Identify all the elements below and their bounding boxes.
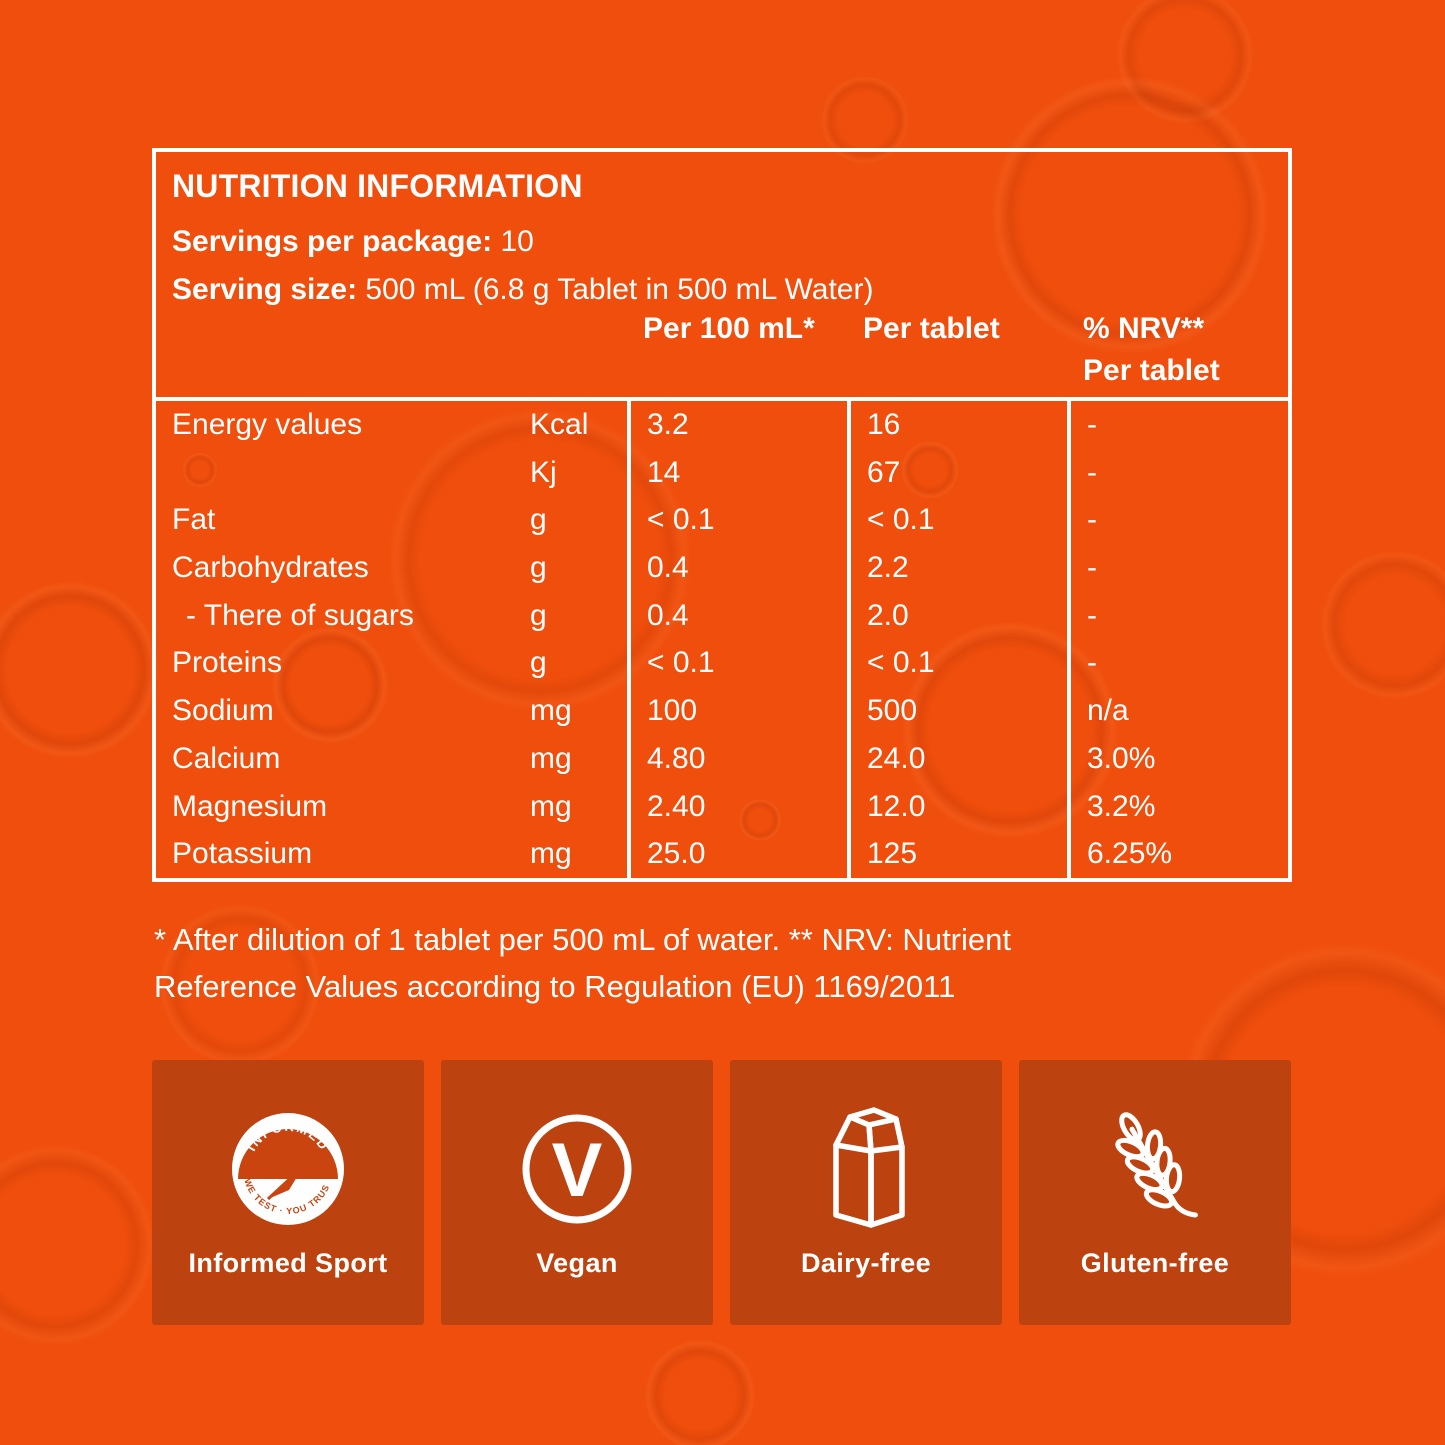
badge-gluten-free: Gluten-free [1019,1060,1291,1325]
vegan-letter: V [552,1128,603,1213]
badge-label: Gluten-free [1080,1248,1230,1278]
value-nrv: - [1067,448,1288,497]
value-per-100ml: < 0.1 [627,639,847,688]
servings-label: Servings per package: [172,225,493,258]
value-nrv: - [1067,544,1288,592]
column-header-nrv: % NRV** Per tablet [1083,308,1220,392]
value-per-tablet: 24.0 [847,734,1067,783]
informed-sport-logo-icon: INFORMED WE TEST · YOU TRUST [152,1094,424,1244]
nutrient-unit: mg [530,837,572,871]
nutrient-unit: Kcal [530,408,589,441]
serving-size-value: 500 mL (6.8 g Tablet in 500 mL Water) [365,273,874,306]
value-per-tablet: < 0.1 [847,496,1067,545]
value-nrv: - [1067,591,1288,640]
nutrient-name: - There of sugars [186,598,414,632]
nutrition-panel: NUTRITION INFORMATION Servings per packa… [152,148,1292,882]
nutrient-unit: Kj [530,455,557,489]
footnote-line1: * After dilution of 1 tablet per 500 mL … [154,922,1011,957]
servings-value: 10 [500,225,534,258]
badge-informed-sport: INFORMED WE TEST · YOU TRUST Informed Sp… [152,1060,424,1325]
nutrition-table-body: Energy values Kcal 3.2 16 - Kj 14 67 - Fa… [156,397,1288,878]
value-nrv: 6.25% [1067,830,1288,878]
badge-label: Vegan [536,1248,618,1278]
value-per-tablet: 67 [847,448,1067,497]
nutrient-name: Energy values [172,408,363,441]
nutrition-title: NUTRITION INFORMATION [172,168,583,204]
value-nrv: 3.0% [1067,734,1288,783]
value-per-100ml: 25.0 [627,830,847,878]
footnote: * After dilution of 1 tablet per 500 mL … [154,916,1194,1010]
value-per-100ml: 0.4 [627,591,847,640]
value-nrv: - [1067,496,1288,545]
informed-arrow-glyph [266,1158,317,1201]
value-per-100ml: 2.40 [627,782,847,831]
badge-label: Dairy-free [800,1248,932,1278]
value-per-100ml: 4.80 [627,734,847,783]
value-per-100ml: < 0.1 [627,496,847,545]
value-per-tablet: 16 [847,401,1067,449]
serving-size-line: Serving size: 500 mL (6.8 g Tablet in 50… [172,271,1270,309]
nutrient-unit: mg [530,694,572,728]
serving-size-label: Serving size: [172,273,358,306]
nutrient-name: Carbohydrates [172,551,369,585]
nutrient-name: Calcium [172,741,281,775]
value-per-100ml: 0.4 [627,544,847,592]
nutrient-name: Potassium [172,837,313,871]
value-per-tablet: 2.0 [847,591,1067,640]
column-header-nrv-line2: Per tablet [1083,354,1220,387]
badge-vegan: V Vegan [441,1060,713,1325]
wheat-ear-icon [1019,1094,1291,1244]
badge-row: INFORMED WE TEST · YOU TRUST Informed Sp… [152,1060,1291,1325]
nutrient-unit: mg [530,789,572,823]
value-nrv: 3.2% [1067,782,1288,831]
nutrient-unit: g [530,646,547,680]
nutrient-unit: g [530,551,547,585]
nutrition-panel-header: NUTRITION INFORMATION Servings per packa… [156,152,1288,309]
nutrient-name: Proteins [172,646,283,680]
value-per-tablet: 125 [847,830,1067,878]
value-nrv: n/a [1067,687,1288,735]
value-per-tablet: 500 [847,687,1067,735]
nutrient-unit: mg [530,741,572,775]
value-per-100ml: 3.2 [627,401,847,449]
column-header-nrv-line1: % NRV** [1083,312,1205,345]
column-header-per-tablet: Per tablet [863,312,1000,345]
vegan-icon: V [441,1094,713,1244]
nutrient-unit: g [530,503,547,537]
footnote-line2: Reference Values according to Regulation… [154,969,956,1004]
nutrient-name: Fat [172,503,216,537]
value-per-tablet: 12.0 [847,782,1067,831]
milk-carton-icon [730,1094,1002,1244]
column-header-per-100ml: Per 100 mL* [643,312,815,345]
servings-line: Servings per package: 10 [172,223,1270,261]
value-nrv: - [1067,401,1288,449]
value-per-tablet: 2.2 [847,544,1067,592]
nutrient-unit: g [530,598,547,632]
value-per-100ml: 14 [627,448,847,497]
nutrient-name: Sodium [172,694,274,728]
value-per-100ml: 100 [627,687,847,735]
badge-label: Informed Sport [188,1248,388,1278]
value-per-tablet: < 0.1 [847,639,1067,688]
nutrient-name: Magnesium [172,789,328,823]
badge-dairy-free: Dairy-free [730,1060,1002,1325]
value-nrv: - [1067,639,1288,688]
